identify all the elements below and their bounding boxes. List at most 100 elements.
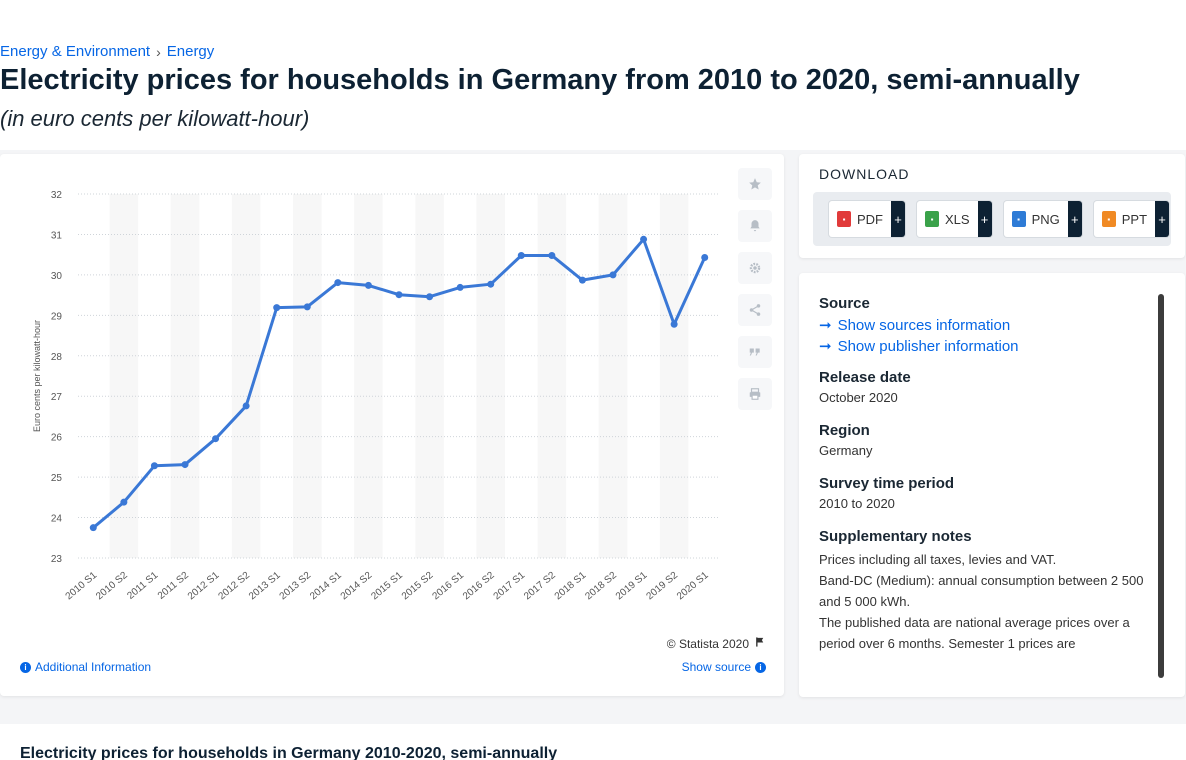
data-point xyxy=(578,276,586,284)
info-icon: i xyxy=(755,661,766,673)
note-1: Prices including all taxes, levies and V… xyxy=(819,552,1057,567)
data-point xyxy=(364,281,372,289)
region-heading: Region xyxy=(819,422,870,439)
x-tick-label: 2015 S1 xyxy=(369,570,405,603)
y-tick-label: 32 xyxy=(51,190,63,201)
data-point xyxy=(456,283,464,291)
x-tick-label: 2012 S2 xyxy=(216,570,252,603)
download-pdf-button[interactable]: ▪ PDF + xyxy=(829,201,905,237)
y-tick-label: 30 xyxy=(51,271,63,282)
plus-icon: + xyxy=(891,201,905,237)
credit-text: © Statista 2020 xyxy=(666,636,749,651)
x-tick-label: 2013 S1 xyxy=(247,570,283,603)
data-point xyxy=(670,320,678,328)
column-band xyxy=(293,194,322,558)
data-point xyxy=(395,291,403,299)
scrollbar[interactable] xyxy=(1158,294,1164,678)
download-xls-button[interactable]: ▪ XLS + xyxy=(917,201,992,237)
x-tick-label: 2018 S1 xyxy=(553,570,589,603)
breadcrumb-energy[interactable]: Energy xyxy=(166,43,215,60)
data-point xyxy=(640,235,648,243)
x-tick-label: 2017 S1 xyxy=(492,570,528,603)
x-tick-label: 2018 S2 xyxy=(583,570,619,603)
plus-icon: + xyxy=(977,201,992,237)
data-point xyxy=(487,280,495,288)
release-heading: Release date xyxy=(819,369,911,386)
data-point xyxy=(517,251,525,259)
show-publisher-link[interactable]: ➞ Show publisher information xyxy=(819,337,1147,356)
download-png-button[interactable]: ▪ PNG + xyxy=(1003,201,1082,237)
share-icon[interactable] xyxy=(738,294,772,326)
page-subtitle: (in euro cents per kilowatt-hour) xyxy=(0,106,310,131)
column-band xyxy=(537,194,567,558)
source-heading: Source xyxy=(819,295,870,312)
region-value: Germany xyxy=(819,443,873,458)
breadcrumb-separator: › xyxy=(156,43,161,60)
flag-icon[interactable] xyxy=(755,636,766,651)
bottom-card xyxy=(0,724,1186,760)
star-icon[interactable] xyxy=(738,168,772,200)
show-sources-label: Show sources information xyxy=(837,316,1011,334)
statista-credit: © Statista 2020 xyxy=(667,636,766,651)
data-point xyxy=(701,253,709,261)
release-value: October 2020 xyxy=(819,390,898,405)
column-band xyxy=(170,194,200,558)
breadcrumb-energy-environment[interactable]: Energy & Environment xyxy=(0,43,151,60)
data-point xyxy=(303,303,311,311)
download-png-label: PNG xyxy=(1031,211,1060,227)
y-tick-label: 28 xyxy=(51,352,63,363)
x-tick-label: 2011 S1 xyxy=(125,570,160,602)
y-axis-label: Euro cents per kilowatt-hour xyxy=(32,320,42,432)
source-scroll-area[interactable]: Source ➞ Show sources information ➞ Show p… xyxy=(819,295,1147,677)
show-publisher-label: Show publisher information xyxy=(837,337,1019,355)
show-source-link[interactable]: Show source i xyxy=(682,660,766,674)
additional-information-link[interactable]: i Additional Information xyxy=(20,660,151,674)
x-tick-label: 2015 S2 xyxy=(400,570,436,603)
data-point xyxy=(548,251,556,259)
bottom-title: Electricity prices for households in Ger… xyxy=(20,745,558,760)
x-tick-label: 2014 S1 xyxy=(308,570,344,603)
additional-information-label: Additional Information xyxy=(35,660,152,674)
x-tick-label: 2010 S1 xyxy=(64,570,100,603)
x-tick-label: 2017 S2 xyxy=(522,570,558,603)
x-tick-label: 2019 S2 xyxy=(644,570,680,603)
breadcrumb: Energy & Environment › Energy xyxy=(0,43,214,60)
y-tick-label: 26 xyxy=(51,433,63,444)
data-point xyxy=(120,498,128,506)
y-tick-label: 27 xyxy=(51,392,63,403)
ppt-file-icon: ▪ xyxy=(1101,211,1116,227)
download-buttons: ▪ PDF + ▪ XLS + ▪ PNG + ▪ PPT + xyxy=(813,192,1171,246)
pdf-file-icon: ▪ xyxy=(837,211,851,227)
column-band xyxy=(415,194,444,558)
data-point xyxy=(334,279,342,287)
show-sources-link[interactable]: ➞ Show sources information xyxy=(819,316,1147,335)
note-2: Band-DC (Medium): annual consumption bet… xyxy=(819,573,1144,609)
y-tick-label: 25 xyxy=(51,473,63,484)
info-icon: i xyxy=(20,661,31,673)
download-card: DOWNLOAD ▪ PDF + ▪ XLS + ▪ PNG + ▪ PPT + xyxy=(799,154,1185,258)
notes-heading: Supplementary notes xyxy=(819,528,972,545)
download-ppt-button[interactable]: ▪ PPT + xyxy=(1093,201,1170,237)
column-band xyxy=(109,194,139,558)
header-band xyxy=(0,0,1186,150)
data-point xyxy=(212,435,220,443)
survey-heading: Survey time period xyxy=(819,475,955,492)
data-point xyxy=(426,293,434,301)
x-tick-label: 2020 S1 xyxy=(675,570,711,603)
gear-icon[interactable] xyxy=(738,252,772,284)
note-3: The published data are national average … xyxy=(819,615,1130,651)
y-tick-label: 23 xyxy=(51,554,63,565)
xls-file-icon: ▪ xyxy=(925,211,939,227)
x-tick-label: 2019 S1 xyxy=(614,570,650,603)
print-icon[interactable] xyxy=(738,378,772,410)
x-tick-label: 2013 S2 xyxy=(278,570,314,603)
quote-icon[interactable] xyxy=(738,336,772,368)
bell-icon[interactable] xyxy=(738,210,772,242)
png-file-icon: ▪ xyxy=(1011,211,1026,227)
data-point xyxy=(273,304,281,312)
chart-card: 23 24 25 26 27 28 29 30 31 32 Euro cents per kilow… xyxy=(0,154,784,696)
arrow-right-icon: ➞ xyxy=(819,317,832,334)
column-band xyxy=(476,194,505,558)
data-point xyxy=(89,524,97,532)
source-card: Source ➞ Show sources information ➞ Show p… xyxy=(799,273,1185,697)
